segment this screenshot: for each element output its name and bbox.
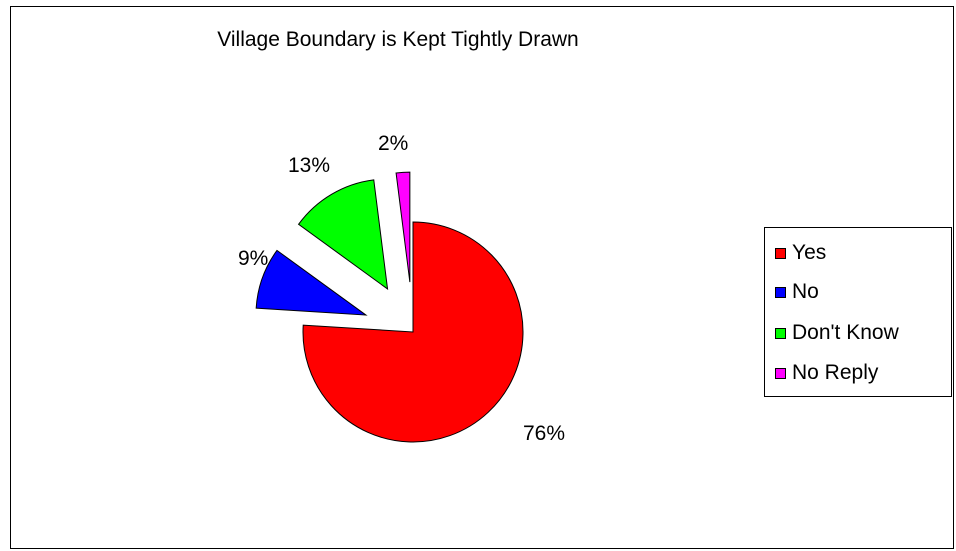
legend-item-no-reply: No Reply <box>775 360 878 386</box>
legend-item-yes: Yes <box>775 240 826 266</box>
pie-slice-dont-know <box>297 179 389 291</box>
legend: Yes No Don't Know No Reply <box>764 227 952 397</box>
legend-swatch-dont-know <box>775 327 786 339</box>
pie-label-no-reply: 2% <box>378 132 408 155</box>
legend-label-no: No <box>792 280 819 303</box>
legend-swatch-no <box>775 286 786 298</box>
pie-label-yes: 76% <box>523 422 565 445</box>
legend-swatch-no-reply <box>775 367 786 379</box>
chart-title: Village Boundary is Kept Tightly Drawn <box>217 28 579 51</box>
pie-slice-no <box>255 249 368 316</box>
legend-label-no-reply: No Reply <box>792 361 879 384</box>
legend-item-dont-know: Don't Know <box>775 320 899 346</box>
pie-label-no: 9% <box>238 247 268 270</box>
pie-slice-no-reply <box>395 171 411 283</box>
legend-swatch-yes <box>775 247 786 259</box>
legend-item-no: No <box>775 279 819 305</box>
pie-slice-yes <box>302 221 524 443</box>
pie-label-dont-know: 13% <box>288 154 330 177</box>
legend-label-dont-know: Don't Know <box>792 321 899 344</box>
legend-label-yes: Yes <box>792 241 827 264</box>
